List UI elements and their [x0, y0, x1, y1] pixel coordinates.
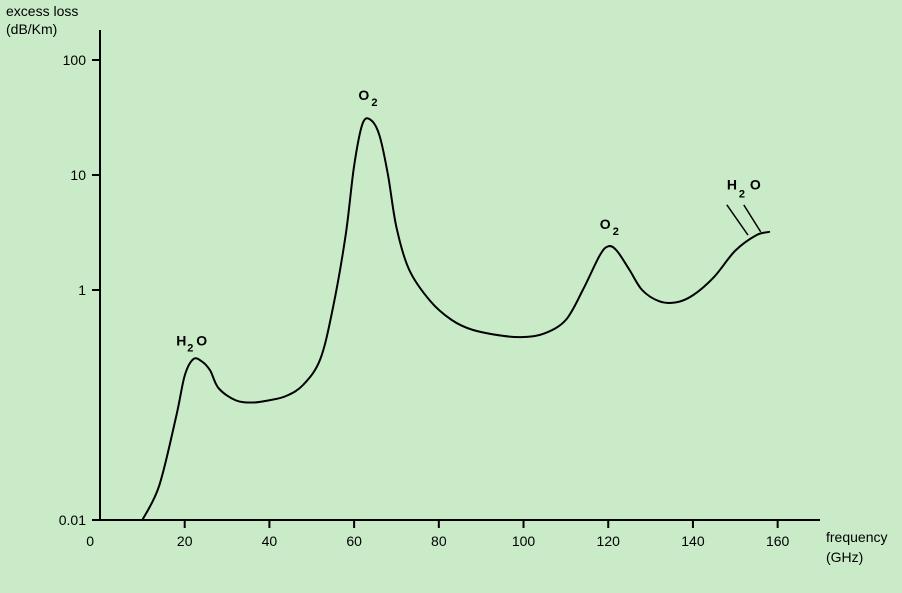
x-tick-label: 60 — [346, 533, 362, 549]
y-tick-label: 1 — [78, 282, 86, 298]
y-tick-label: 100 — [63, 52, 87, 68]
x-tick-label: 20 — [177, 533, 193, 549]
x-axis-label: frequency — [826, 529, 887, 545]
x-axis-unit: (GHz) — [826, 549, 863, 565]
svg-text:O: O — [750, 176, 761, 192]
svg-text:O: O — [600, 216, 611, 232]
svg-text:2: 2 — [371, 97, 377, 109]
chart-background — [0, 0, 902, 593]
svg-text:2: 2 — [739, 188, 745, 200]
svg-text:H: H — [176, 332, 186, 348]
svg-text:O: O — [358, 87, 369, 103]
x-tick-label: 100 — [512, 533, 536, 549]
x-zero-label: 0 — [86, 533, 94, 549]
x-tick-label: 140 — [681, 533, 705, 549]
atmospheric-absorption-chart: 0.01 1 10 100 20 40 60 80 100 120 140 160 0 excess lo… — [0, 0, 902, 593]
svg-text:O: O — [196, 332, 207, 348]
chart-svg: 0.01 1 10 100 20 40 60 80 100 120 140 160 0 excess lo… — [0, 0, 902, 593]
svg-text:H: H — [727, 176, 737, 192]
y-axis-label: excess loss — [6, 3, 78, 19]
y-axis-unit: (dB/Km) — [6, 21, 57, 37]
y-tick-label: 0.01 — [59, 512, 86, 528]
x-tick-label: 40 — [262, 533, 278, 549]
svg-text:2: 2 — [187, 342, 193, 354]
y-tick-label: 10 — [70, 167, 86, 183]
x-tick-label: 80 — [431, 533, 447, 549]
svg-text:2: 2 — [613, 226, 619, 238]
x-tick-label: 160 — [766, 533, 790, 549]
x-tick-label: 120 — [597, 533, 621, 549]
